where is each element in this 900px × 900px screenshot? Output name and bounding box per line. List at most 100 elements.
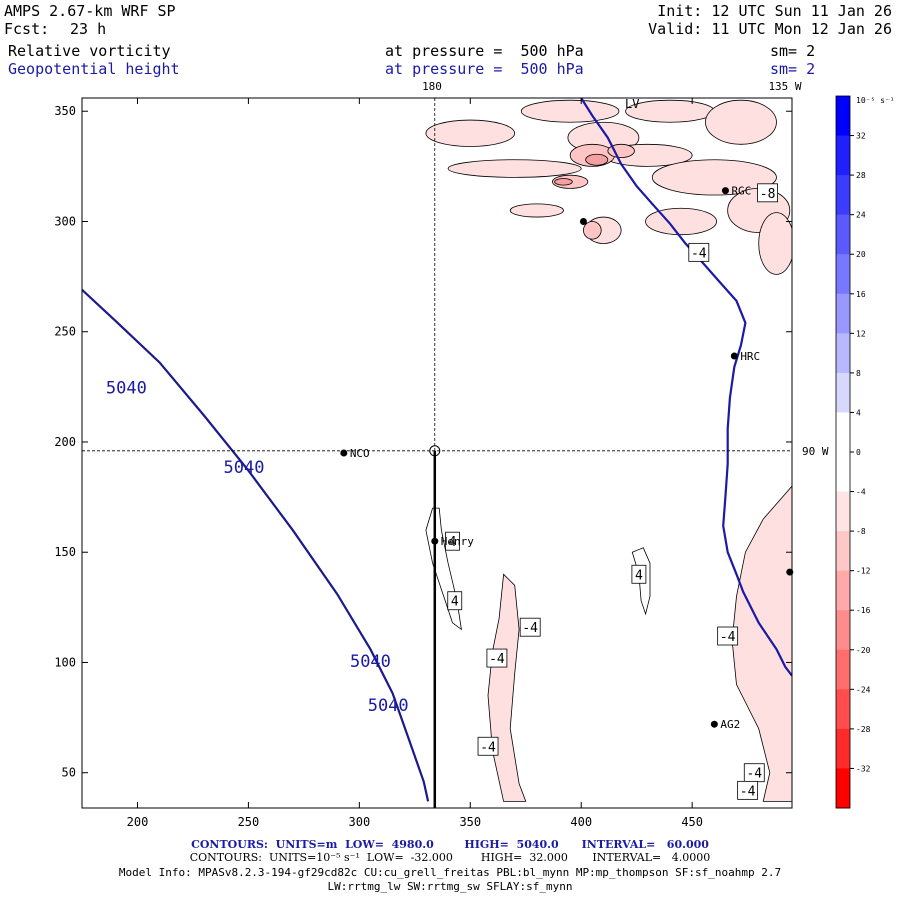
- label-box: [445, 531, 460, 551]
- forecast-hours: 23 h: [70, 20, 107, 38]
- colorbar-segment: [836, 570, 850, 611]
- init-time: Init: 12 UTC Sun 11 Jan 26: [657, 2, 892, 20]
- colorbar-segment: [836, 649, 850, 690]
- lon-label-90w: 90 W: [802, 445, 829, 458]
- x-tick-label: 350: [459, 815, 481, 829]
- vorticity-contour-info: CONTOURS: UNITS=10⁻⁵ s⁻¹ LOW= -32.000 HI…: [189, 851, 711, 864]
- model-info-line1: Model Info: MPASv8.2.3-194-gf29cd82c CU:…: [118, 866, 782, 879]
- vorticity-region: [585, 153, 609, 166]
- colorbar-tick-label: 24: [856, 211, 866, 220]
- colorbar-segment: [836, 728, 850, 769]
- y-tick-label: 100: [54, 655, 76, 669]
- vorticity-region: [583, 221, 602, 240]
- label-box: [688, 242, 710, 262]
- colorbar-segment: [836, 491, 850, 532]
- label-text: 4: [449, 535, 457, 550]
- station-marker: [340, 449, 348, 457]
- vorticity-region: [447, 159, 582, 178]
- colorbar-tick-label: -20: [856, 646, 871, 655]
- colorbar-segment: [836, 333, 850, 374]
- model-title: AMPS 2.67-km WRF SP: [4, 2, 176, 20]
- x-tick-label: 300: [349, 815, 371, 829]
- x-tick-label: 400: [570, 815, 592, 829]
- vorticity-region: [651, 159, 777, 196]
- lon-label-135w: 135 W: [768, 80, 801, 93]
- plot-frame: [81, 97, 793, 809]
- colorbar-tick-label: -24: [856, 685, 871, 694]
- label-box: [737, 780, 759, 800]
- colorbar-tick-label: 32: [856, 132, 866, 141]
- label-text: -4: [489, 652, 505, 667]
- colorbar-segment: [836, 412, 850, 453]
- colorbar-tick-label: -12: [856, 567, 871, 576]
- vorticity-contour-label: 4: [447, 591, 463, 611]
- height-contour-info: CONTOURS: UNITS=m LOW= 4980.0 HIGH= 5040…: [191, 838, 709, 851]
- y-tick-label: 50: [62, 766, 76, 780]
- colorbar-tick-label: 28: [856, 171, 866, 180]
- y-tick-label: 250: [54, 325, 76, 339]
- label-text: -8: [760, 187, 776, 202]
- height-contour-label: 5040: [350, 652, 391, 672]
- vorticity-contour-label: -4: [743, 763, 765, 783]
- colorbar-segment: [836, 372, 850, 413]
- vorticity-contour-label: -8: [757, 183, 778, 203]
- pole-marker: [429, 445, 441, 457]
- colorbar-tick-label: -4: [856, 488, 866, 497]
- label-box: [447, 591, 463, 611]
- field1-name: Relative vorticity: [8, 42, 171, 60]
- field2-name: Geopotential height: [8, 60, 180, 78]
- vorticity-region: [607, 143, 635, 158]
- valid-time: Valid: 11 UTC Mon 12 Jan 26: [648, 20, 892, 38]
- vorticity-region: [731, 485, 792, 802]
- vorticity-contour-label: -4: [477, 736, 499, 756]
- label-box: [519, 617, 541, 637]
- vorticity-contour-label: -4: [519, 617, 541, 637]
- forecast-label: Fcst:: [4, 20, 50, 38]
- y-tick-label: 350: [54, 104, 76, 118]
- model-info-line2: LW:rrtmg_lw SW:rrtmg_sw SFLAY:sf_mynn: [327, 880, 573, 893]
- colorbar-tick-label: -8: [856, 527, 866, 536]
- colorbar-tick-label: 8: [856, 369, 861, 378]
- height-contour-5040: [82, 288, 430, 802]
- colorbar-segment: [836, 135, 850, 176]
- station-marker: [431, 537, 439, 545]
- label-text: 4: [451, 595, 459, 610]
- lv-station-label: LV: [625, 97, 639, 111]
- vorticity-region: [554, 178, 573, 186]
- field2-smoothing: sm= 2: [770, 60, 816, 78]
- label-box: [717, 626, 739, 646]
- label-box: [486, 648, 508, 668]
- label-text: -4: [720, 630, 736, 645]
- colorbar-segment: [836, 214, 850, 255]
- y-tick-label: 300: [54, 214, 76, 228]
- colorbar-segment: [836, 610, 850, 651]
- colorbar-segment: [836, 96, 850, 137]
- vorticity-region: [509, 203, 564, 218]
- label-text: -4: [522, 621, 538, 636]
- height-contour-label: 5040: [106, 378, 147, 398]
- colorbar-tick-label: 16: [856, 290, 866, 299]
- vorticity-region: [705, 99, 777, 145]
- height-contour-label: 5040: [223, 458, 264, 478]
- station-marker: [730, 352, 738, 360]
- station-marker: [579, 217, 587, 225]
- field1-level: at pressure = 500 hPa: [385, 42, 584, 60]
- colorbar-segment: [836, 689, 850, 730]
- vorticity-region: [520, 99, 620, 123]
- label-box: [477, 736, 499, 756]
- field2-level: at pressure = 500 hPa: [385, 60, 584, 78]
- station-label: NCO: [350, 447, 370, 460]
- y-tick-label: 200: [54, 435, 76, 449]
- station-label: AG2: [720, 718, 740, 731]
- vorticity-region: [425, 119, 516, 147]
- vorticity-contour-label: -4: [737, 780, 759, 800]
- vorticity-contour-label: -4: [717, 626, 739, 646]
- colorbar-tick-label: 4: [856, 408, 861, 417]
- colorbar-segment: [836, 293, 850, 334]
- x-tick-label: 450: [681, 815, 703, 829]
- colorbar-segment: [836, 254, 850, 295]
- colorbar-segment: [836, 175, 850, 216]
- vorticity-region: [645, 207, 717, 236]
- label-text: -4: [740, 784, 756, 799]
- vorticity-contour-label: 4: [631, 564, 647, 584]
